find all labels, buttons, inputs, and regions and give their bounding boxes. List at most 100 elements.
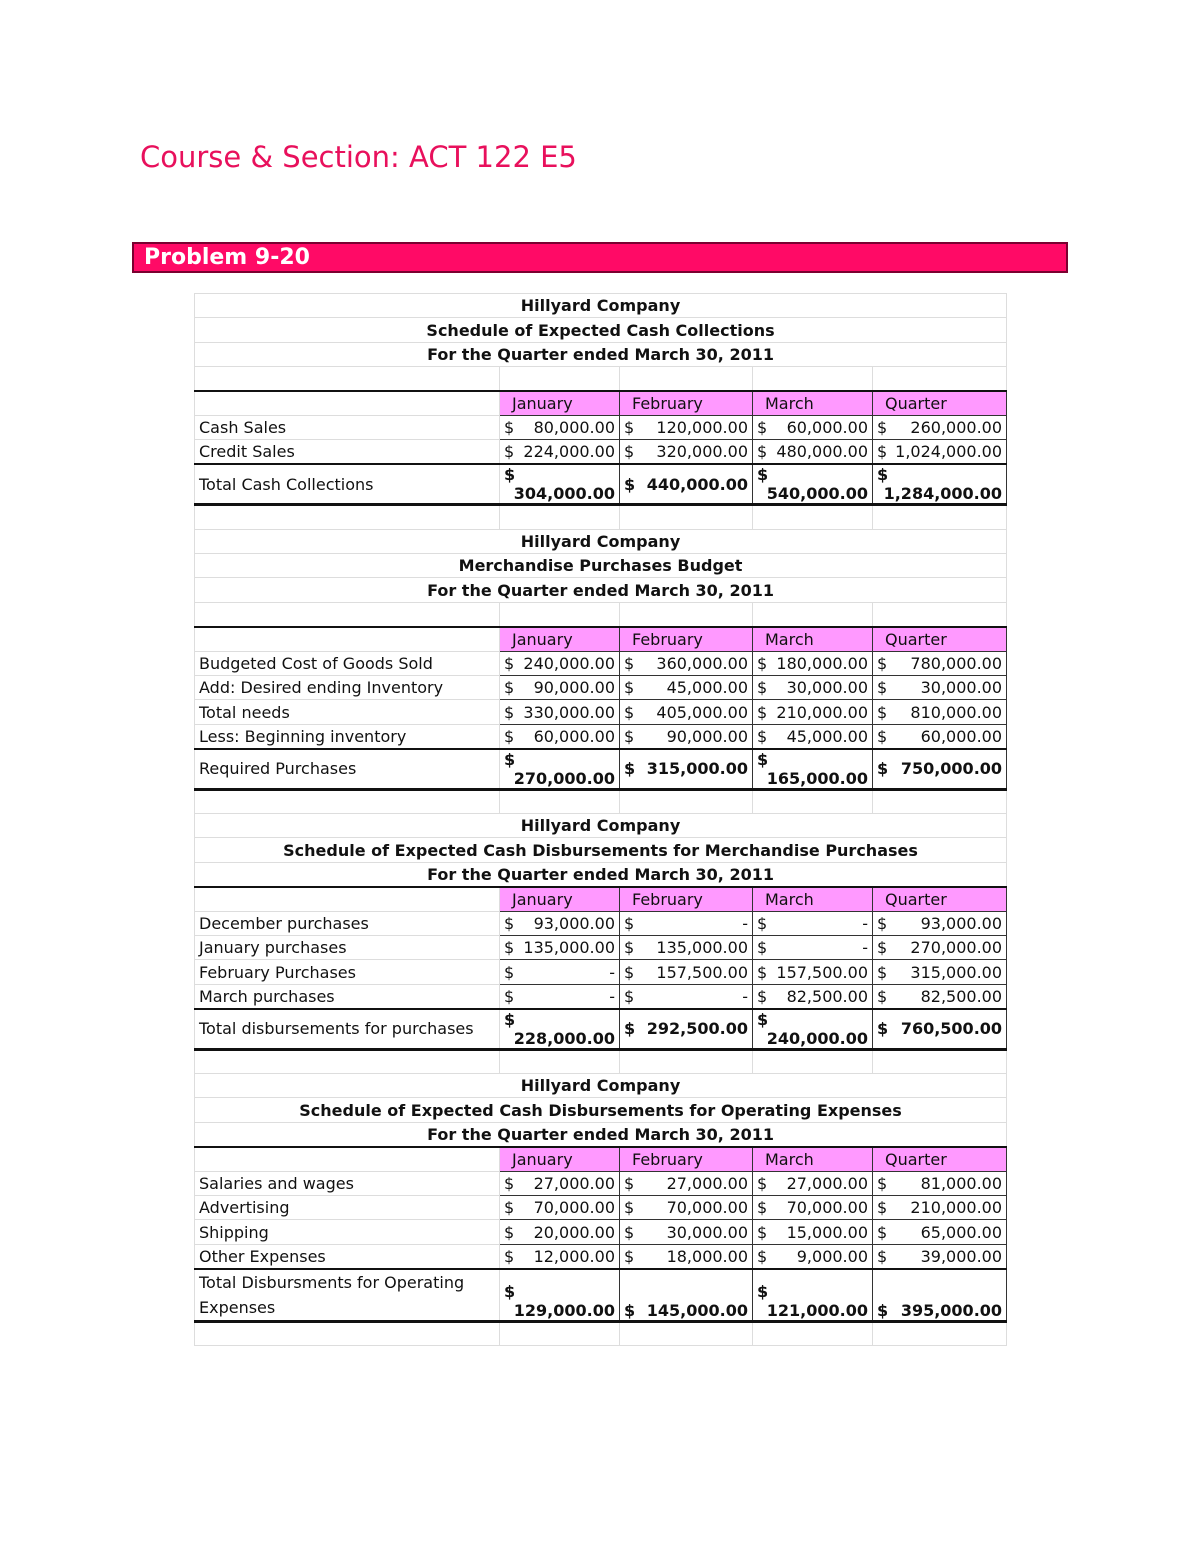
- currency-sign: $: [624, 442, 635, 462]
- blank-row: [194, 601, 1008, 628]
- amount-cell: $121,000.00: [752, 1267, 873, 1323]
- row-label: Advertising: [194, 1194, 500, 1221]
- empty-cell: [752, 366, 873, 392]
- amount-cell: $360,000.00: [619, 650, 753, 676]
- schedule-title: Schedule of Expected Cash Disbursements …: [193, 1097, 1008, 1123]
- currency-sign: $: [877, 938, 888, 958]
- amount-cell: $39,000.00: [871, 1243, 1008, 1270]
- currency-sign: $: [504, 1173, 515, 1193]
- title-row: Schedule of Expected Cash Collections: [193, 317, 1008, 343]
- amount: 157,500.00: [656, 962, 748, 982]
- currency-sign: $: [624, 653, 635, 673]
- empty-cell: [619, 601, 753, 628]
- amount-cell: $320,000.00: [619, 439, 753, 465]
- blank-row: [194, 504, 1008, 530]
- amount-cell: $240,000.00: [499, 650, 620, 676]
- currency-sign: $: [757, 418, 768, 438]
- currency-sign: $: [757, 678, 768, 698]
- empty-cell: [619, 788, 753, 815]
- schedule-period: For the Quarter ended March 30, 2011: [193, 1121, 1008, 1148]
- amount-cell: $440,000.00: [619, 463, 753, 507]
- blank-row: [194, 1048, 1008, 1075]
- currency-sign: $: [877, 702, 888, 722]
- amount-cell: $145,000.00: [619, 1267, 753, 1323]
- amount-cell: $18,000.00: [619, 1243, 753, 1270]
- amount: 270,000.00: [910, 938, 1003, 958]
- currency-sign: $: [877, 1246, 888, 1266]
- row-label: Shipping: [194, 1219, 500, 1245]
- amount: 395,000.00: [900, 1300, 1003, 1320]
- corner-cell: [194, 1145, 500, 1172]
- corner-cell: [194, 625, 500, 652]
- amount: 135,000.00: [656, 938, 748, 958]
- currency-sign: $: [504, 702, 515, 722]
- column-header: March: [752, 885, 873, 912]
- currency-sign: $: [504, 653, 515, 673]
- amount: 330,000.00: [523, 702, 615, 722]
- currency-sign: $: [877, 1198, 888, 1218]
- currency-sign: $: [757, 962, 768, 982]
- empty-cell: [499, 1048, 620, 1075]
- amount-cell: $135,000.00: [619, 934, 753, 961]
- amount-cell: $157,500.00: [752, 959, 873, 985]
- currency-sign: $: [624, 474, 636, 494]
- amount: 30,000.00: [666, 1222, 748, 1242]
- empty-cell: [871, 601, 1008, 628]
- amount-cell: $ -: [752, 934, 873, 961]
- amount: 780,000.00: [910, 653, 1003, 673]
- amount-cell: $210,000.00: [752, 699, 873, 725]
- amount: 70,000.00: [533, 1198, 615, 1218]
- currency-sign: $: [757, 1246, 768, 1266]
- amount-cell: $810,000.00: [871, 699, 1008, 725]
- total-row: Total Disbursments for Operating Expense…: [194, 1267, 1008, 1323]
- currency-sign: $: [504, 962, 515, 982]
- empty-cell: [194, 601, 500, 628]
- currency-sign: $: [877, 1300, 889, 1320]
- data-row: Other Expenses $12,000.00 $18,000.00 $9,000…: [194, 1243, 1008, 1270]
- amount-cell: $135,000.00: [499, 934, 620, 961]
- amount: 165,000.00: [766, 768, 868, 788]
- empty-cell: [499, 504, 620, 530]
- amount-cell: $760,500.00: [871, 1007, 1008, 1051]
- amount: 750,000.00: [900, 759, 1003, 779]
- currency-sign: $: [624, 1198, 635, 1218]
- amount: 304,000.00: [513, 484, 615, 504]
- currency-sign: $: [877, 1222, 888, 1242]
- data-row: Less: Beginning inventory $60,000.00 $90,0…: [194, 723, 1008, 750]
- currency-sign: $: [757, 442, 768, 462]
- empty-cell: [499, 1320, 620, 1347]
- row-label: Other Expenses: [194, 1243, 500, 1270]
- currency-sign: $: [624, 1300, 636, 1320]
- amount: 70,000.00: [786, 1198, 868, 1218]
- currency-sign: $: [877, 678, 888, 698]
- row-label: Credit Sales: [194, 439, 500, 465]
- currency-sign: $: [504, 1222, 515, 1242]
- amount: 27,000.00: [533, 1173, 615, 1193]
- amount: 135,000.00: [523, 938, 615, 958]
- currency-sign: $: [877, 962, 888, 982]
- amount-cell: $228,000.00: [499, 1007, 620, 1051]
- currency-sign: $: [877, 442, 888, 462]
- currency-sign: $: [877, 1173, 888, 1193]
- amount-cell: $157,500.00: [619, 959, 753, 985]
- amount: 80,000.00: [533, 418, 615, 438]
- spreadsheet: Hillyard Company Schedule of Expected Cas…: [193, 292, 1008, 1347]
- blank-row: [194, 1320, 1008, 1347]
- amount: 65,000.00: [920, 1222, 1003, 1242]
- schedule-company: Hillyard Company: [193, 292, 1008, 319]
- total-row: Required Purchases $270,000.00 $315,000.00…: [194, 747, 1008, 791]
- empty-cell: [499, 788, 620, 815]
- currency-sign: $: [624, 678, 635, 698]
- amount: 1,024,000.00: [895, 442, 1003, 462]
- data-row: Salaries and wages $27,000.00 $27,000.00 $2…: [194, 1170, 1008, 1197]
- data-row: Budgeted Cost of Goods Sold $240,000.00 $3…: [194, 650, 1008, 676]
- amount: 260,000.00: [910, 418, 1003, 438]
- amount: 270,000.00: [513, 768, 615, 788]
- amount-cell: $ -: [619, 983, 753, 1010]
- empty-cell: [752, 504, 873, 530]
- amount-cell: $93,000.00: [499, 910, 620, 936]
- amount-cell: $270,000.00: [499, 747, 620, 791]
- amount-cell: $70,000.00: [619, 1194, 753, 1221]
- data-row: Total needs $330,000.00 $405,000.00 $210,00…: [194, 699, 1008, 725]
- amount-cell: $315,000.00: [871, 959, 1008, 985]
